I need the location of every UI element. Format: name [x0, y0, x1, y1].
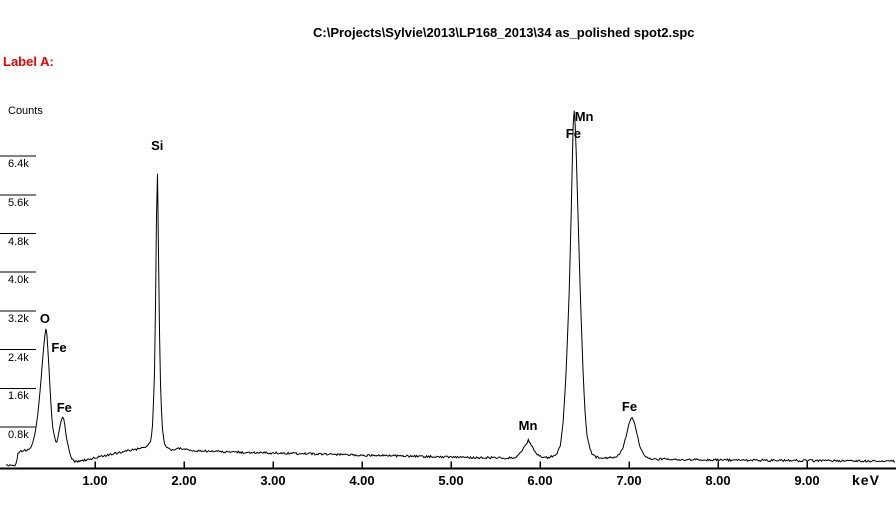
x-axis-unit-label: keV — [852, 472, 880, 488]
peak-label-fe: Fe — [56, 399, 72, 415]
y-tick-label: 1.6k — [8, 390, 29, 403]
peak-label-fe: Fe — [51, 339, 67, 355]
x-tick-label: 8.00 — [705, 473, 731, 488]
peak-label-mn: Mn — [574, 109, 594, 125]
y-tick-label: 5.6k — [8, 196, 29, 209]
x-tick-label: 2.00 — [171, 473, 197, 488]
y-tick-label: 2.4k — [8, 351, 29, 364]
y-tick-label: 0.8k — [8, 429, 29, 441]
peak-label-fe: Fe — [621, 398, 638, 414]
x-tick-label: 7.00 — [616, 473, 642, 488]
x-tick-label: 4.00 — [349, 473, 375, 488]
y-tick-label: 4.0k — [8, 274, 29, 287]
y-tick-label: 4.8k — [8, 235, 29, 248]
x-tick-label: 1.00 — [82, 473, 108, 488]
peak-label-o: O — [39, 310, 50, 326]
page-title: C:\Projects\Sylvie\2013\LP168_2013\34 as… — [313, 25, 695, 40]
x-tick-label: 9.00 — [794, 473, 820, 488]
y-tick-label: 6.4k — [8, 158, 29, 171]
peak-label-mn: Mn — [518, 418, 538, 434]
x-tick-label: 5.00 — [438, 473, 464, 488]
peak-label-fe: Fe — [565, 126, 581, 142]
spectrum-label-a: Label A: — [3, 54, 54, 69]
y-tick-label: 3.2k — [8, 312, 29, 325]
y-axis-title: Counts — [8, 105, 43, 117]
x-tick-label: 6.00 — [527, 473, 553, 488]
peak-label-si: Si — [151, 138, 164, 154]
x-tick-label: 3.00 — [260, 473, 286, 488]
spectrum-trace — [6, 110, 896, 467]
